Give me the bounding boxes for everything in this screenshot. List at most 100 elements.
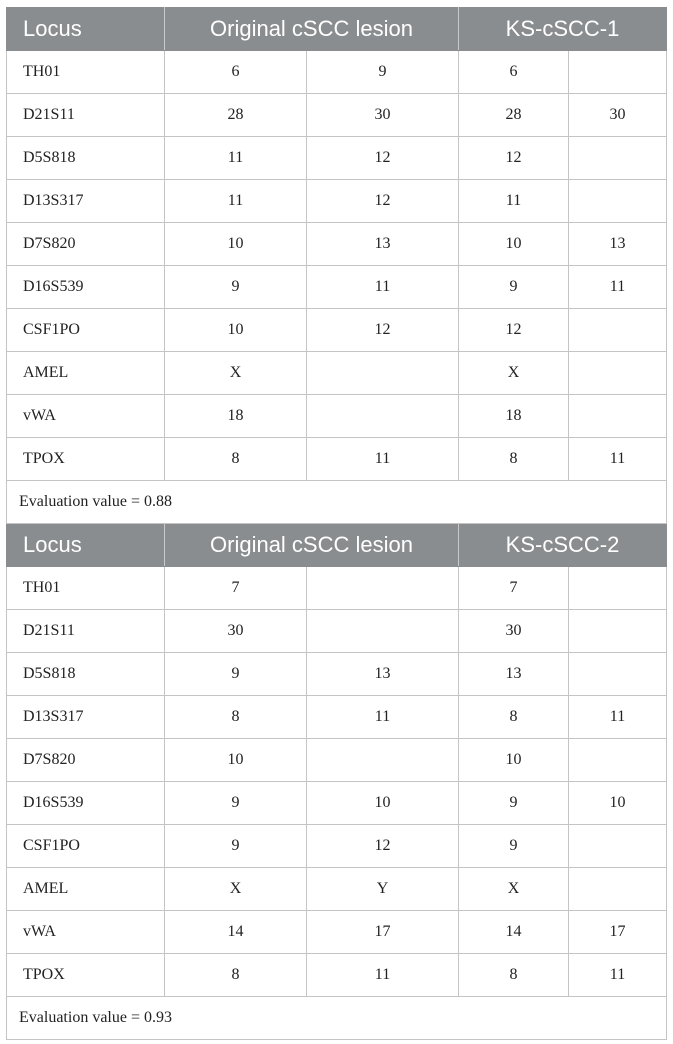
- comparison-allele-2: 17: [568, 910, 667, 954]
- comparison-allele-2: 30: [568, 93, 667, 137]
- original-allele-2: 30: [306, 93, 459, 137]
- locus-name: vWA: [6, 910, 165, 954]
- comparison-allele-2: [568, 308, 667, 352]
- comparison-allele-2: [568, 394, 667, 438]
- table-row: D21S11 28 30 28 30: [6, 93, 667, 137]
- comparison-allele-1: 6: [458, 50, 569, 94]
- locus-name: D5S818: [6, 652, 165, 696]
- table-row: AMEL X Y X: [6, 867, 667, 911]
- comparison-allele-1: 9: [458, 781, 569, 825]
- comparison-allele-2: 11: [568, 265, 667, 309]
- table-row: D13S317 11 12 11: [6, 179, 667, 223]
- original-allele-2: 17: [306, 910, 459, 954]
- table-row: D5S818 9 13 13: [6, 652, 667, 696]
- table-row: D7S820 10 13 10 13: [6, 222, 667, 266]
- original-allele-2: 12: [306, 179, 459, 223]
- original-allele-2: [306, 609, 459, 653]
- original-allele-1: 11: [164, 179, 307, 223]
- comparison-allele-2: [568, 824, 667, 868]
- table-row: D7S820 10 10: [6, 738, 667, 782]
- evaluation-value: Evaluation value = 0.88: [6, 480, 667, 524]
- original-allele-1: 28: [164, 93, 307, 137]
- header-comparison-line: KS-cSCC-2: [458, 523, 667, 567]
- table-row: D5S818 11 12 12: [6, 136, 667, 180]
- original-allele-2: [306, 351, 459, 395]
- locus-name: D7S820: [6, 738, 165, 782]
- comparison-allele-2: 10: [568, 781, 667, 825]
- original-allele-2: Y: [306, 867, 459, 911]
- original-allele-1: 9: [164, 265, 307, 309]
- table-row: TH01 7 7: [6, 566, 667, 610]
- comparison-allele-2: [568, 179, 667, 223]
- header-comparison-line: KS-cSCC-1: [458, 7, 667, 51]
- table-row: AMEL X X: [6, 351, 667, 395]
- comparison-allele-1: 10: [458, 738, 569, 782]
- locus-name: AMEL: [6, 351, 165, 395]
- locus-name: D21S11: [6, 609, 165, 653]
- comparison-allele-1: 13: [458, 652, 569, 696]
- comparison-allele-1: X: [458, 351, 569, 395]
- str-profile-table: Locus Original cSCC lesion KS-cSCC-1 TH01 6 9…: [6, 7, 667, 1040]
- original-allele-1: 8: [164, 953, 307, 997]
- table-row: CSF1PO 10 12 12: [6, 308, 667, 352]
- table-row: D13S317 8 11 8 11: [6, 695, 667, 739]
- locus-name: vWA: [6, 394, 165, 438]
- original-allele-2: [306, 566, 459, 610]
- table-row: TH01 6 9 6: [6, 50, 667, 94]
- comparison-allele-2: [568, 50, 667, 94]
- comparison-allele-2: [568, 652, 667, 696]
- comparison-allele-1: 8: [458, 437, 569, 481]
- table-row: vWA 14 17 14 17: [6, 910, 667, 954]
- header-original-lesion: Original cSCC lesion: [164, 523, 459, 567]
- original-allele-2: 13: [306, 222, 459, 266]
- table-row: TPOX 8 11 8 11: [6, 953, 667, 997]
- comparison-allele-2: 11: [568, 437, 667, 481]
- original-allele-2: 11: [306, 437, 459, 481]
- locus-name: D13S317: [6, 179, 165, 223]
- original-allele-2: [306, 738, 459, 782]
- evaluation-row: Evaluation value = 0.93: [6, 996, 667, 1040]
- comparison-allele-2: [568, 738, 667, 782]
- locus-name: D16S539: [6, 781, 165, 825]
- comparison-allele-2: 11: [568, 953, 667, 997]
- comparison-allele-2: [568, 136, 667, 180]
- original-allele-1: 8: [164, 695, 307, 739]
- table-row: vWA 18 18: [6, 394, 667, 438]
- comparison-allele-1: 8: [458, 953, 569, 997]
- table-row: D16S539 9 11 9 11: [6, 265, 667, 309]
- header-locus: Locus: [6, 523, 165, 567]
- evaluation-row: Evaluation value = 0.88: [6, 480, 667, 524]
- locus-name: TPOX: [6, 953, 165, 997]
- comparison-allele-1: 8: [458, 695, 569, 739]
- comparison-allele-1: 30: [458, 609, 569, 653]
- original-allele-1: 14: [164, 910, 307, 954]
- comparison-allele-1: 12: [458, 136, 569, 180]
- comparison-allele-1: 11: [458, 179, 569, 223]
- original-allele-1: 11: [164, 136, 307, 180]
- original-allele-1: 10: [164, 308, 307, 352]
- original-allele-1: 9: [164, 824, 307, 868]
- comparison-allele-1: 14: [458, 910, 569, 954]
- table-header-row: Locus Original cSCC lesion KS-cSCC-2: [6, 523, 667, 567]
- comparison-allele-1: 7: [458, 566, 569, 610]
- original-allele-2: 9: [306, 50, 459, 94]
- locus-name: TPOX: [6, 437, 165, 481]
- original-allele-2: [306, 394, 459, 438]
- original-allele-1: 10: [164, 222, 307, 266]
- locus-name: D13S317: [6, 695, 165, 739]
- locus-name: D16S539: [6, 265, 165, 309]
- original-allele-1: X: [164, 867, 307, 911]
- locus-name: TH01: [6, 50, 165, 94]
- original-allele-2: 12: [306, 824, 459, 868]
- original-allele-1: 9: [164, 781, 307, 825]
- original-allele-1: 9: [164, 652, 307, 696]
- locus-name: TH01: [6, 566, 165, 610]
- original-allele-2: 11: [306, 695, 459, 739]
- comparison-allele-1: X: [458, 867, 569, 911]
- original-allele-2: 10: [306, 781, 459, 825]
- comparison-allele-1: 12: [458, 308, 569, 352]
- table-row: CSF1PO 9 12 9: [6, 824, 667, 868]
- original-allele-1: X: [164, 351, 307, 395]
- table-row: TPOX 8 11 8 11: [6, 437, 667, 481]
- header-original-lesion: Original cSCC lesion: [164, 7, 459, 51]
